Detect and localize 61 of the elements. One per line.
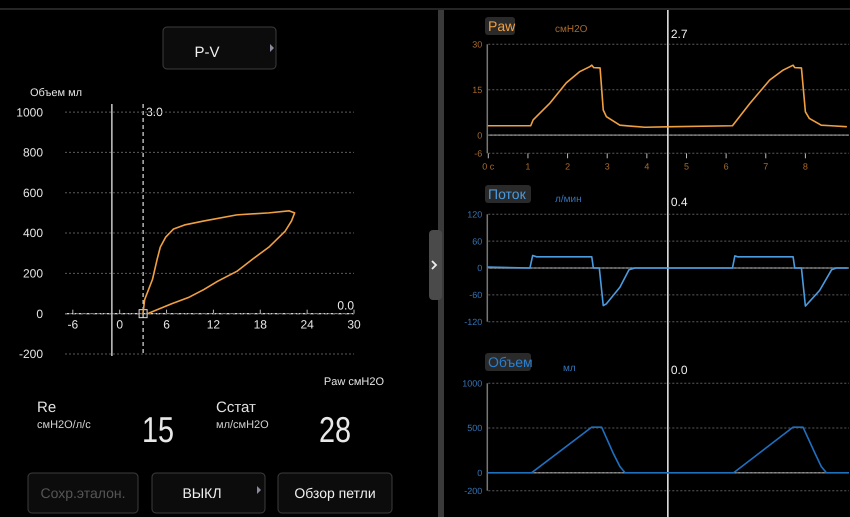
ref-line-label: 0.0 [337,298,354,313]
line-series [488,64,848,128]
x-tick-label: 30 [347,318,361,332]
x-tick-label: -6 [67,318,78,332]
y-axis-title: Объем мл [30,87,82,99]
y-tick-label: 1000 [462,378,482,388]
y-tick-label: 0 [477,468,482,478]
text: ВЫКЛ [182,485,222,501]
y-axis-title: л/мин [555,194,582,205]
y-tick-label: 400 [22,226,44,240]
y-tick-label: 0 [477,263,482,274]
x-tick-label: 6 [163,318,170,332]
text: Обзор петли [294,485,376,501]
y-tick-label: 800 [22,146,44,160]
x-tick-label: 12 [206,318,220,332]
y-tick-label: 0 [36,306,44,321]
text: Сстат [216,399,256,416]
x-tick-label: 8 [802,161,808,172]
line-series [488,426,850,474]
y-tick-label: 600 [22,186,44,200]
text: 28 [318,408,352,450]
y-tick-label: 60 [472,236,482,246]
x-tick-label: 7 [763,161,768,172]
text: Сохр.эталон. [40,485,126,501]
y-tick-label: 0 [477,130,482,140]
x-tick-label: 24 [300,318,314,332]
y-tick-label: -60 [469,290,482,300]
y-tick-label: -6 [474,148,482,158]
y-tick-label: 1000 [16,105,44,120]
text: Re [37,399,56,416]
y-tick-label: 15 [472,84,482,95]
text: 2.7 [670,27,688,41]
x-tick-label: 6 [724,161,729,172]
x-tick-label: 3 [604,161,610,172]
y-axis-title: смH2O [555,24,588,35]
y-tick-label: 120 [467,209,482,220]
chart-title: Paw [488,18,516,34]
y-tick-label: -120 [464,316,482,327]
text: P-V [194,44,220,61]
x-tick-label: 5 [684,161,689,172]
y-tick-label: 200 [22,266,44,281]
x-axis-title: Paw смH2O [324,376,384,388]
line-series [488,254,848,307]
x-tick-label: 0 с [482,161,495,172]
x-tick-label: 2 [565,161,570,172]
x-tick-label: 1 [525,161,530,172]
text: 0.4 [670,195,688,209]
text: смH2O/л/с [37,419,92,431]
y-tick-label: 30 [472,39,482,50]
x-tick-label: 4 [644,161,650,172]
chart-title: Объем [488,354,533,370]
y-axis-title: мл [563,363,576,374]
chart-title: Поток [488,186,527,202]
x-tick-label: 18 [254,318,268,332]
text: мл/смH2O [216,419,270,431]
y-tick-label: -200 [464,486,482,496]
y-tick-label: -200 [18,347,44,362]
x-tick-label: 0 [116,318,124,332]
y-tick-label: 500 [467,423,482,434]
text: 0.0 [670,363,688,377]
text: 15 [142,408,174,450]
